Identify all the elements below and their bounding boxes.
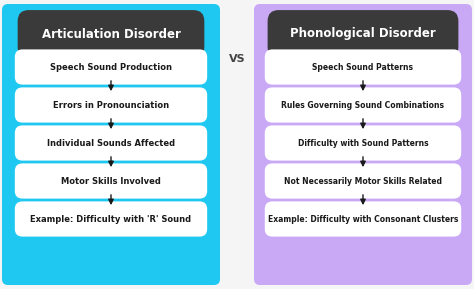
- FancyBboxPatch shape: [265, 201, 461, 237]
- FancyBboxPatch shape: [15, 49, 207, 85]
- FancyBboxPatch shape: [15, 125, 207, 161]
- Text: Articulation Disorder: Articulation Disorder: [42, 27, 181, 40]
- FancyBboxPatch shape: [254, 4, 472, 285]
- FancyBboxPatch shape: [2, 4, 220, 285]
- Text: VS: VS: [228, 54, 246, 64]
- Text: Errors in Pronounciation: Errors in Pronounciation: [53, 101, 169, 110]
- Text: Example: Difficulty with Consonant Clusters: Example: Difficulty with Consonant Clust…: [268, 214, 458, 223]
- FancyBboxPatch shape: [265, 49, 461, 85]
- FancyBboxPatch shape: [15, 163, 207, 199]
- Text: Speech Sound Production: Speech Sound Production: [50, 62, 172, 71]
- Text: Individual Sounds Affected: Individual Sounds Affected: [47, 138, 175, 147]
- Text: Phonological Disorder: Phonological Disorder: [290, 27, 436, 40]
- FancyBboxPatch shape: [268, 10, 458, 58]
- Text: Speech Sound Patterns: Speech Sound Patterns: [312, 62, 413, 71]
- FancyBboxPatch shape: [265, 125, 461, 161]
- Text: Rules Governing Sound Combinations: Rules Governing Sound Combinations: [282, 101, 445, 110]
- Text: Example: Difficulty with 'R' Sound: Example: Difficulty with 'R' Sound: [30, 214, 191, 223]
- FancyBboxPatch shape: [265, 163, 461, 199]
- Text: Motor Skills Involved: Motor Skills Involved: [61, 177, 161, 186]
- FancyBboxPatch shape: [18, 10, 204, 58]
- FancyBboxPatch shape: [265, 87, 461, 123]
- FancyBboxPatch shape: [15, 201, 207, 237]
- Text: Not Necessarily Motor Skills Related: Not Necessarily Motor Skills Related: [284, 177, 442, 186]
- FancyBboxPatch shape: [15, 87, 207, 123]
- Text: Difficulty with Sound Patterns: Difficulty with Sound Patterns: [298, 138, 428, 147]
